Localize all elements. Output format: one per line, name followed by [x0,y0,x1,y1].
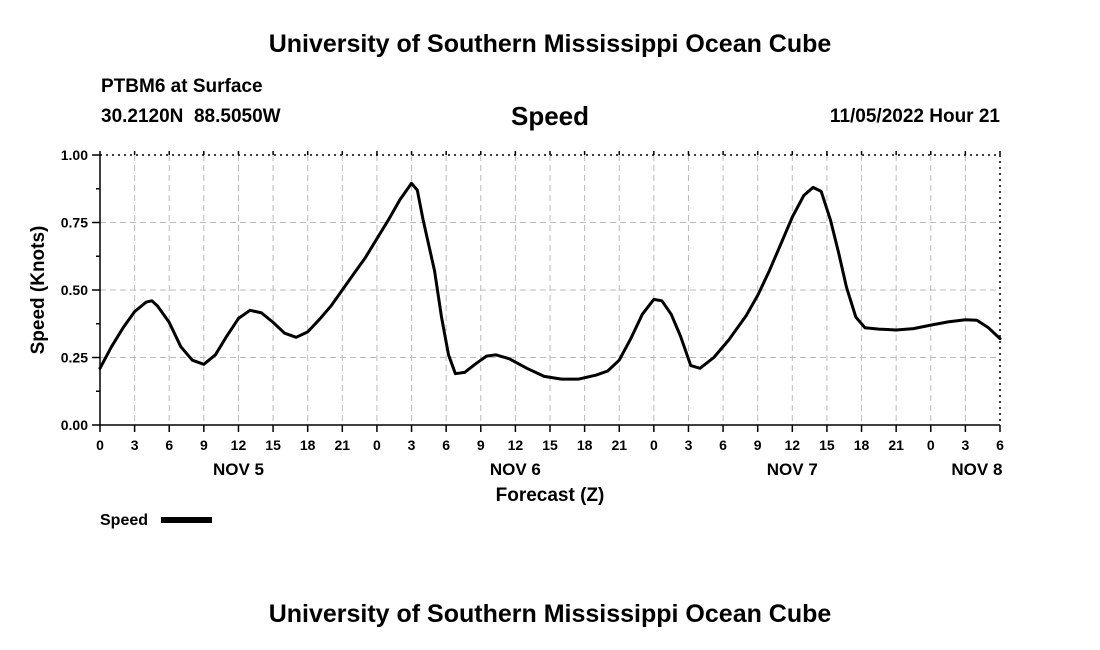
x-tick-label: 6 [996,437,1004,453]
x-tick-label: 6 [165,437,173,453]
x-axis-title: Forecast (Z) [496,485,605,506]
speed-series-line [98,181,1002,381]
date-label: NOV 5 [213,460,264,479]
grid [100,154,1000,425]
x-tick-label: 12 [508,437,524,453]
x-tick-label: 15 [819,437,835,453]
x-tick-label: 15 [542,437,558,453]
y-axis-title: Speed (Knots) [28,226,49,355]
date-label: NOV 7 [767,460,818,479]
x-tick-label: 6 [442,437,450,453]
x-tick-label: 6 [719,437,727,453]
footer-title: University of Southern Mississippi Ocean… [268,600,832,628]
x-tick-label: 0 [927,437,935,453]
x-tick-label: 18 [300,437,316,453]
x-tick-label: 0 [373,437,381,453]
x-tick-label: 21 [335,437,351,453]
x-tick-label: 9 [200,437,208,453]
x-tick-label: 18 [854,437,870,453]
x-tick-label: 3 [131,437,139,453]
variable-title: Speed [510,101,590,131]
series [98,181,1002,381]
x-tick-label: 3 [685,437,693,453]
date-label: NOV 8 [951,460,1002,479]
x-tick-label: 9 [754,437,762,453]
x-tick-label: 3 [408,437,416,453]
y-tick-label: 0.25 [61,350,88,366]
legend-label: Speed [100,512,148,529]
y-tick-label: 0.00 [61,417,88,433]
x-tick-label: 0 [96,437,104,453]
x-tick-label: 12 [231,437,247,453]
x-tick-label: 0 [650,437,658,453]
header-title: University of Southern Mississippi Ocean… [268,30,832,58]
axis-labels: 0 3 6 9 12 15 18 21 0 3 6 9 12 15 18 21 0 3 6 9 12 15 18 21 0 3 6 0… [28,147,1004,529]
x-tick-label: 3 [961,437,969,453]
x-tick-label: 15 [265,437,281,453]
y-tick-label: 0.50 [61,282,88,298]
x-tick-label: 21 [888,437,904,453]
timestamp-label: 11/05/2022 Hour 21 [829,106,1000,127]
x-tick-label: 18 [577,437,593,453]
station-label: PTBM6 at Surface [101,76,263,97]
axes [92,151,1001,432]
y-tick-label: 1.00 [61,147,88,163]
x-tick-label: 9 [477,437,485,453]
x-tick-label: 21 [611,437,627,453]
x-tick-label: 12 [785,437,801,453]
date-label: NOV 6 [490,460,541,479]
coordinates-label: 30.2120N 88.5050W [101,106,281,127]
y-tick-label: 0.75 [61,215,88,231]
